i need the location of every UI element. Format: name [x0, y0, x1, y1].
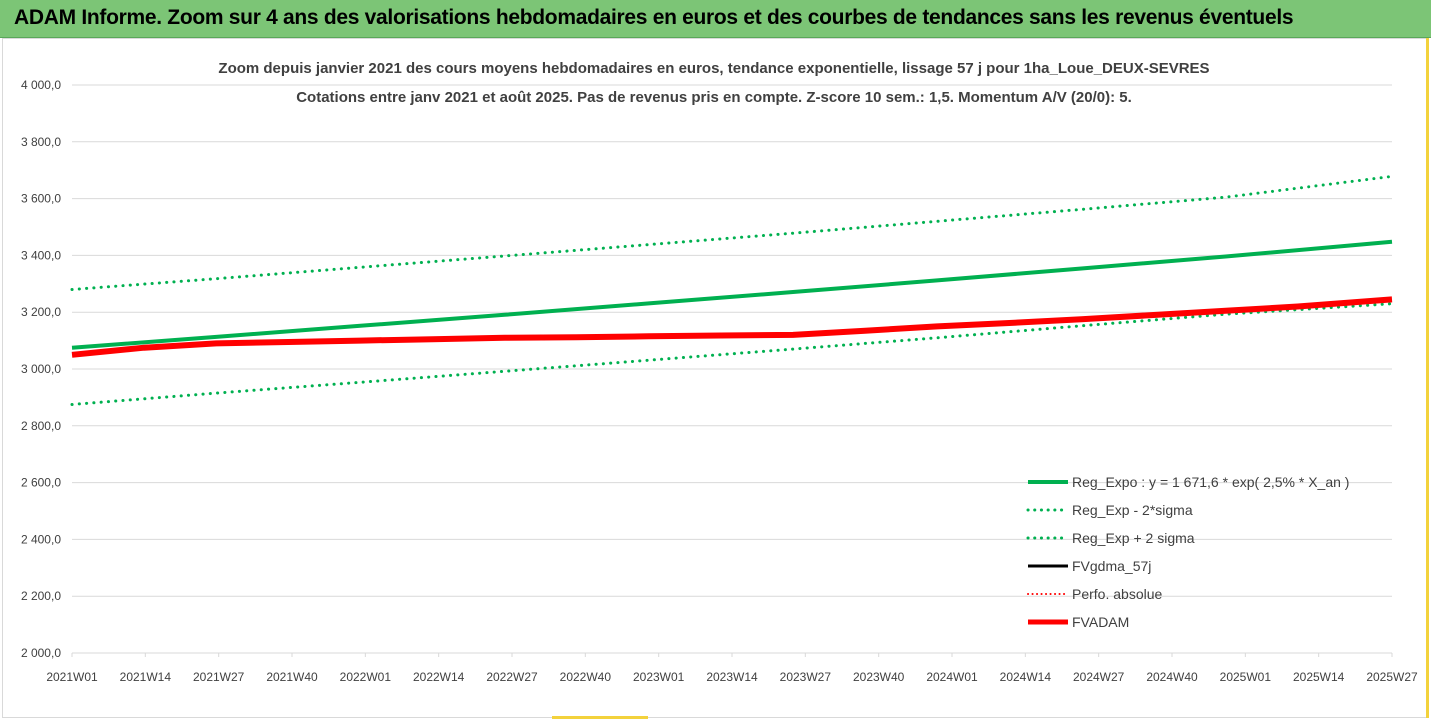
legend-label-3: FVgdma_57j — [1072, 558, 1151, 574]
legend-label-2: Reg_Exp + 2 sigma — [1072, 530, 1195, 546]
frame-accent-bottom — [552, 716, 648, 719]
x-tick-label: 2021W27 — [193, 670, 245, 684]
frame-accent-right — [1426, 38, 1429, 718]
x-tick-label: 2023W01 — [633, 670, 685, 684]
series-lines — [70, 174, 1394, 406]
x-tick-label: 2024W27 — [1073, 670, 1125, 684]
series-line-1 — [70, 302, 1394, 406]
banner-title: ADAM Informe. Zoom sur 4 ans des valoris… — [14, 6, 1294, 29]
x-tick-label: 2021W40 — [266, 670, 318, 684]
x-tick-label: 2025W27 — [1366, 670, 1418, 684]
legend: Reg_Expo : y = 1 671,6 * exp( 2,5% * X_a… — [1026, 474, 1349, 630]
gridlines — [72, 84, 1392, 654]
x-tick-label: 2022W01 — [340, 670, 392, 684]
x-tick-label: 2023W27 — [780, 670, 832, 684]
x-tick-label: 2024W14 — [1000, 670, 1052, 684]
series-line-0 — [71, 239, 1393, 350]
legend-label-1: Reg_Exp - 2*sigma — [1072, 502, 1193, 518]
x-tick-label: 2024W01 — [926, 670, 978, 684]
y-tick-label: 2 400,0 — [21, 532, 61, 546]
x-axis: 2021W01 2021W14 2021W27 2021W40 2022W01 2022W… — [46, 653, 1418, 684]
series-line-2 — [70, 174, 1394, 291]
y-tick-label: 3 800,0 — [21, 135, 61, 149]
y-axis: 2 000,0 2 200,0 2 400,0 2 600,0 2 800,0 3 000… — [21, 78, 61, 660]
legend-label-5: FVADAM — [1072, 614, 1129, 630]
report-banner: ADAM Informe. Zoom sur 4 ans des valoris… — [0, 0, 1431, 38]
y-tick-label: 2 000,0 — [21, 646, 61, 660]
x-tick-label: 2024W40 — [1146, 670, 1198, 684]
x-tick-label: 2022W14 — [413, 670, 465, 684]
x-tick-label: 2025W01 — [1220, 670, 1272, 684]
legend-label-4: Perfo. absolue — [1072, 586, 1162, 602]
y-tick-label: 4 000,0 — [21, 78, 61, 92]
y-tick-label: 3 000,0 — [21, 362, 61, 376]
legend-label-0: Reg_Expo : y = 1 671,6 * exp( 2,5% * X_a… — [1072, 474, 1349, 490]
y-tick-label: 2 800,0 — [21, 419, 61, 433]
x-tick-label: 2025W14 — [1293, 670, 1345, 684]
x-tick-label: 2022W27 — [486, 670, 538, 684]
x-tick-label: 2023W14 — [706, 670, 758, 684]
x-tick-label: 2023W40 — [853, 670, 905, 684]
y-tick-label: 3 400,0 — [21, 248, 61, 262]
y-tick-label: 2 600,0 — [21, 476, 61, 490]
chart-subtitle: Cotations entre janv 2021 et août 2025. … — [296, 89, 1132, 106]
y-tick-label: 3 200,0 — [21, 305, 61, 319]
y-tick-label: 2 200,0 — [21, 589, 61, 603]
x-tick-label: 2021W01 — [46, 670, 98, 684]
x-tick-label: 2021W14 — [120, 670, 172, 684]
series-line-5 — [71, 296, 1393, 358]
y-tick-label: 3 600,0 — [21, 192, 61, 206]
chart-title: Zoom depuis janvier 2021 des cours moyen… — [218, 60, 1209, 77]
x-tick-label: 2022W40 — [560, 670, 612, 684]
